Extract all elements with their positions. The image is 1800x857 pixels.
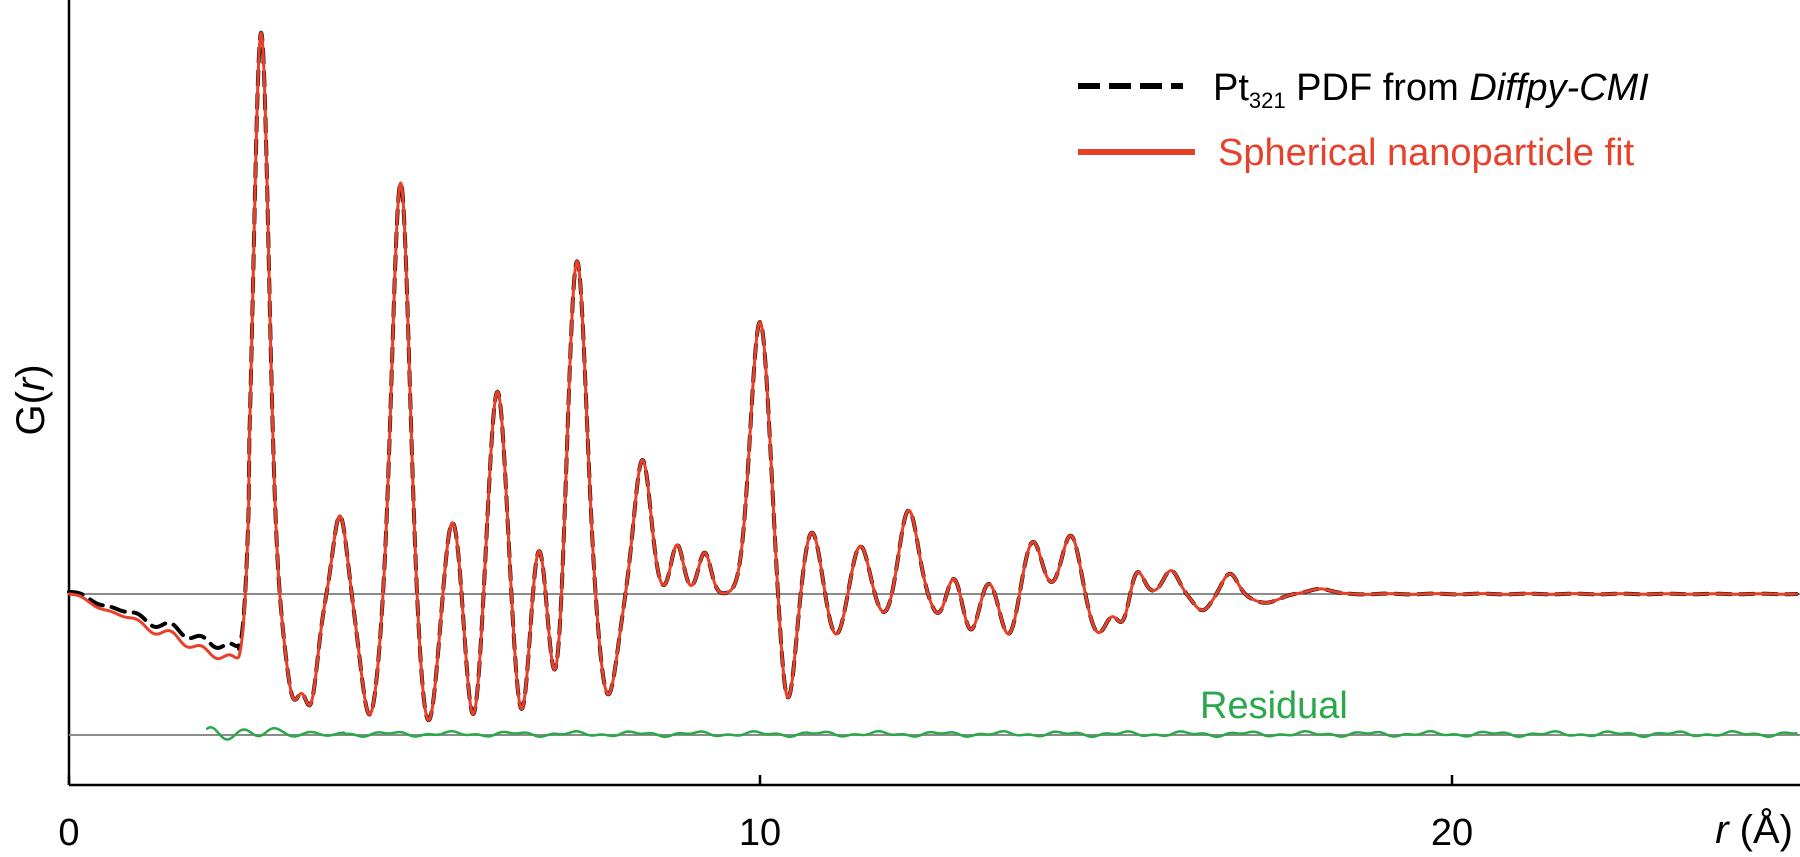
legend-label-data-main: Pt <box>1213 67 1249 109</box>
x-tick-label-20: 20 <box>1431 812 1473 854</box>
residual-series-line <box>205 726 1798 741</box>
x-axis-label-unit: (Å) <box>1740 807 1793 852</box>
legend-label-data-sub: 321 <box>1249 88 1286 113</box>
legend: Pt321 PDF from Diffpy-CMI Spherical nano… <box>1078 67 1649 174</box>
y-axis-label-var: r <box>9 376 53 391</box>
y-axis-label: G(r) <box>9 364 53 435</box>
legend-label-fit: Spherical nanoparticle fit <box>1218 132 1635 174</box>
y-axis-label-suffix: ) <box>9 364 53 377</box>
legend-label-data-italic: Diffpy-CMI <box>1469 67 1649 109</box>
x-tick-label-0: 0 <box>58 812 79 854</box>
x-axis-label-var: r <box>1715 808 1730 852</box>
x-tick-label-10: 10 <box>739 812 781 854</box>
residual-label: Residual <box>1200 685 1348 727</box>
y-axis-label-prefix: G( <box>9 390 53 435</box>
legend-label-data: Pt321 PDF from Diffpy-CMI <box>1213 67 1649 113</box>
legend-label-data-mid: PDF from <box>1286 67 1470 109</box>
fit-series-line <box>67 31 1798 722</box>
x-axis-label: r (Å) <box>1715 807 1793 852</box>
x-axis-label-space <box>1729 808 1740 852</box>
